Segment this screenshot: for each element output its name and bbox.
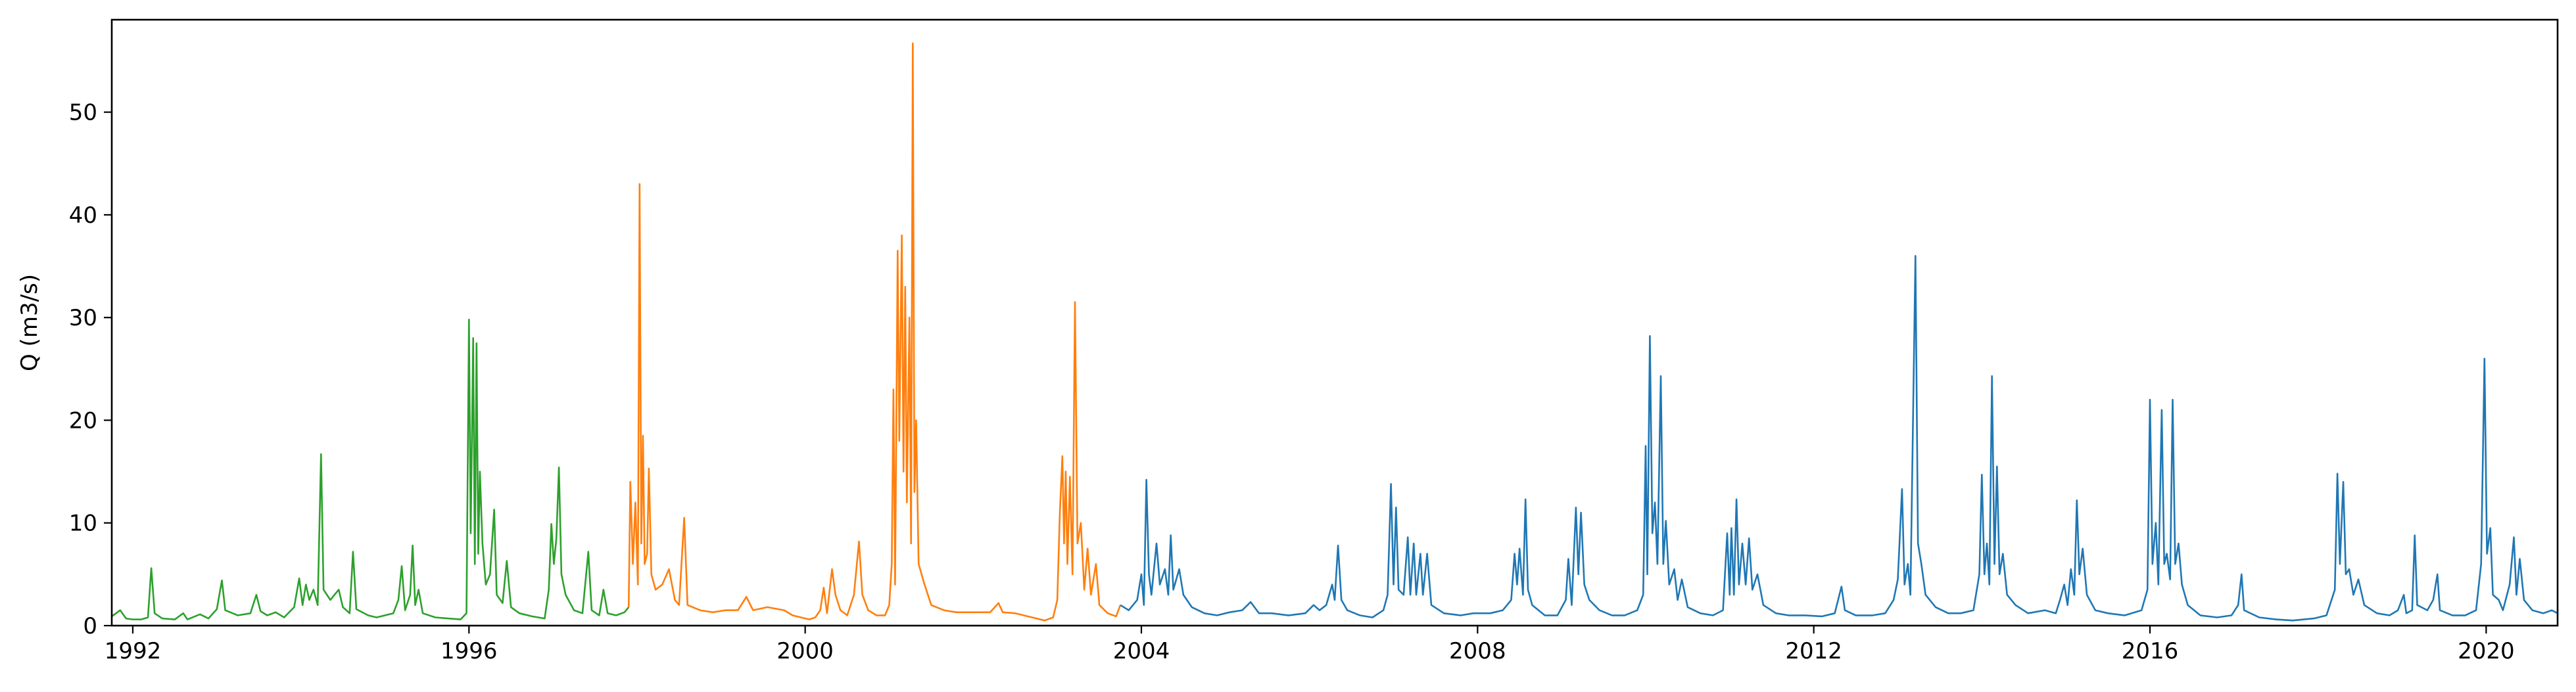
y-tick-label: 40 <box>69 202 97 229</box>
x-tick-label: 2012 <box>1785 638 1842 664</box>
x-axis-ticks: 1992 1996 2000 2004 2008 2012 2016 2020 <box>105 626 2515 664</box>
series-line-1 <box>111 319 630 620</box>
x-tick-label: 2004 <box>1113 638 1170 664</box>
y-tick-label: 10 <box>69 511 97 537</box>
plot-frame <box>110 18 2559 627</box>
x-tick-label: 2008 <box>1449 638 1506 664</box>
y-tick-label: 0 <box>83 613 97 639</box>
y-axis-ticks: 0 10 20 30 40 50 <box>69 100 112 639</box>
x-tick-label: 1992 <box>105 638 162 664</box>
y-axis-title: Q (m3/s) <box>16 274 43 371</box>
y-tick-label: 50 <box>69 100 97 126</box>
y-tick-label: 20 <box>69 407 97 434</box>
x-tick-label: 1996 <box>441 638 498 664</box>
x-tick-label: 2000 <box>776 638 834 664</box>
series-layer <box>111 42 2558 622</box>
series-line-2 <box>627 42 1122 622</box>
series-line-3 <box>1120 255 2558 622</box>
x-tick-label: 2016 <box>2122 638 2179 664</box>
y-tick-label: 30 <box>69 305 97 331</box>
x-tick-label: 2020 <box>2458 638 2515 664</box>
